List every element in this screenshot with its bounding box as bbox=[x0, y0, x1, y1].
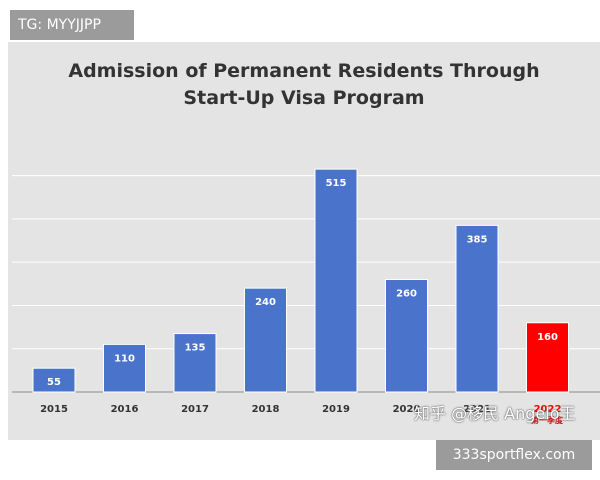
watermark: 知乎 @移民 Angelo王 bbox=[414, 404, 576, 423]
data-label-2016: 110 bbox=[114, 353, 135, 364]
data-label-2019: 515 bbox=[326, 178, 347, 189]
bar-2017 bbox=[173, 333, 217, 393]
data-label-2018: 240 bbox=[255, 297, 276, 308]
x-tick-labels: 2015 2016 2017 2018 2019 2020 2021 2022 bbox=[40, 404, 561, 415]
x-tick-2016: 2016 bbox=[111, 404, 139, 415]
data-label-2021: 385 bbox=[467, 234, 488, 245]
site-badge: 333sportflex.com bbox=[436, 440, 592, 470]
x-tick-2017: 2017 bbox=[181, 404, 209, 415]
data-label-2015: 55 bbox=[47, 377, 61, 388]
x-tick-2018: 2018 bbox=[252, 404, 280, 415]
data-label-2020: 260 bbox=[396, 288, 417, 299]
bar-2019 bbox=[314, 168, 358, 393]
grid-lines bbox=[12, 175, 600, 393]
chart-frame: 55 110 135 240 515 260 385 160 2015 2016 2017 2018… bbox=[8, 42, 600, 440]
data-label-2022: 160 bbox=[537, 332, 558, 343]
x-tick-2015: 2015 bbox=[40, 404, 68, 415]
bar-chart: 55 110 135 240 515 260 385 160 2015 2016 2017 2018… bbox=[12, 168, 600, 415]
bar-2020 bbox=[385, 278, 428, 393]
x-tick-2020: 2020 bbox=[393, 404, 421, 415]
x-tick-2021: 2021 bbox=[463, 404, 491, 415]
chart-title-line-2: Start-Up Visa Program bbox=[183, 87, 425, 109]
bar-2015 bbox=[32, 367, 76, 393]
bar-2022 bbox=[526, 322, 569, 393]
bar-2016 bbox=[103, 343, 146, 393]
highlight-footnote: 第一季度 bbox=[531, 416, 563, 425]
bar-2018 bbox=[244, 287, 287, 393]
x-tick-2022: 2022 bbox=[534, 404, 562, 415]
data-label-2017: 135 bbox=[185, 343, 206, 354]
bars bbox=[32, 168, 569, 393]
bar-2021 bbox=[455, 224, 499, 393]
chart-title-line-1: Admission of Permanent Residents Through bbox=[68, 60, 540, 82]
tg-badge: TG: MYYJJPP bbox=[10, 10, 134, 40]
x-tick-2019: 2019 bbox=[322, 404, 350, 415]
data-labels: 55 110 135 240 515 260 385 160 bbox=[47, 178, 558, 388]
